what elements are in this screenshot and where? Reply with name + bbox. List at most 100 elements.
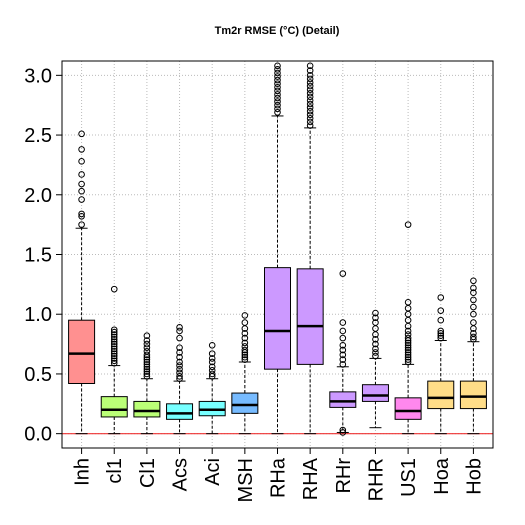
tick-labels: 0.0 0.5 1.0 1.5 2.0 2.5 3.0 Inh cl1 Cl1 Acs Aci MSH R… [24, 65, 485, 502]
box-Hoa [427, 294, 455, 435]
outlier-point [339, 334, 347, 342]
box-Hob [459, 277, 487, 435]
box-US1 [394, 221, 422, 435]
outlier-point [339, 361, 347, 368]
box-Acs [166, 324, 194, 435]
outlier-point [208, 355, 216, 362]
y-tick-label: 2.5 [24, 125, 52, 147]
x-tick-label: cl1 [104, 458, 126, 484]
outlier-point [143, 356, 151, 363]
outlier-point [143, 344, 151, 351]
outlier-point [306, 100, 314, 108]
outlier-point [339, 356, 347, 363]
outlier-point [372, 349, 379, 356]
outlier-point [78, 146, 85, 153]
outlier-point [404, 346, 412, 354]
outlier-point [372, 345, 379, 353]
outlier-point [110, 285, 118, 293]
outlier-point [404, 298, 412, 306]
outlier-point [404, 334, 412, 342]
outlier-point [306, 67, 314, 74]
outlier-point [143, 370, 151, 378]
outlier-point [78, 210, 85, 218]
outlier-point [274, 94, 281, 102]
outlier-point [241, 330, 249, 337]
outlier-point [470, 319, 477, 326]
box-iqr [231, 392, 259, 414]
outlier-point [241, 356, 249, 363]
boxes [68, 62, 487, 436]
outlier-point [110, 338, 118, 345]
axes [56, 60, 494, 454]
x-tick-label: RHA [300, 457, 322, 500]
outlier-point [404, 327, 412, 335]
outlier-point [208, 367, 216, 374]
outlier-point [470, 277, 477, 285]
outlier-point [339, 351, 347, 359]
outlier-point [241, 319, 249, 326]
x-tick-label: MSH [235, 458, 257, 502]
y-tick-label: 0.0 [24, 424, 52, 446]
outlier-point [110, 336, 118, 343]
x-tick-label: RHa [268, 457, 290, 498]
outlier-point [176, 349, 183, 356]
outlier-point [208, 341, 216, 349]
outlier-point [110, 331, 118, 338]
outlier-point [339, 346, 347, 354]
outlier-point [404, 353, 412, 361]
outlier-point [143, 373, 151, 380]
outlier-point [176, 365, 183, 373]
outlier-point [306, 104, 314, 111]
outlier-point [176, 373, 183, 380]
outlier-point [404, 351, 412, 359]
outlier-point [274, 69, 281, 77]
outlier-point [143, 361, 151, 368]
outlier-point [143, 368, 151, 375]
outlier-point [208, 350, 216, 357]
outlier-point [110, 359, 118, 367]
outlier-point [372, 309, 379, 317]
outlier-point [143, 347, 151, 355]
box-cl1 [100, 285, 128, 435]
outlier-point [208, 363, 216, 371]
outlier-point [110, 355, 118, 362]
box-iqr [361, 384, 389, 402]
box-iqr [296, 268, 324, 365]
x-tick-label: US1 [398, 458, 420, 497]
outlier-point [274, 66, 281, 73]
outlier-point [306, 75, 314, 83]
outlier-point [274, 73, 281, 80]
outlier-point [176, 358, 183, 366]
outlier-point [470, 333, 477, 341]
outlier-point [274, 98, 281, 105]
outlier-point [404, 341, 412, 349]
y-tick-label: 0.5 [24, 364, 52, 386]
outlier-point [404, 358, 412, 366]
outlier-point [339, 426, 347, 434]
outlier-point [78, 171, 85, 178]
outlier-point [306, 97, 314, 104]
box-iqr [166, 403, 194, 420]
outlier-point [437, 294, 445, 301]
outlier-point [470, 289, 477, 297]
outlier-point [404, 331, 412, 338]
box-iqr [394, 397, 422, 420]
box-iqr [133, 400, 161, 418]
outlier-point [372, 314, 379, 322]
box-RHa [264, 62, 291, 435]
x-tick-label: RHr [333, 458, 355, 494]
outlier-point [372, 340, 379, 348]
outlier-point [404, 339, 412, 347]
outlier-point [404, 221, 412, 228]
outlier-point [110, 328, 118, 336]
outlier-point [143, 363, 151, 371]
box-RHA [296, 62, 324, 435]
box-iqr [68, 319, 96, 385]
outlier-point [306, 118, 314, 126]
outlier-point [274, 101, 281, 109]
y-tick-label: 1.0 [24, 304, 52, 326]
outlier-point [110, 345, 118, 353]
outlier-point [274, 87, 281, 95]
x-tick-label: Hob [463, 458, 485, 495]
